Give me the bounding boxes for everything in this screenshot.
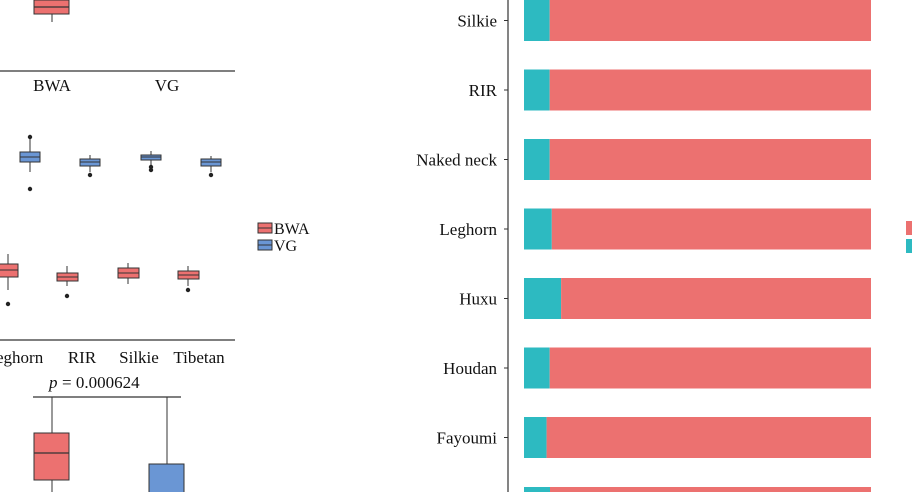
y-tick-label-rir: RIR	[469, 81, 498, 100]
bar-segment-fayoumi-0	[524, 417, 547, 458]
panel-right: Silkie RIR Naked neck Leghorn Huxu Houdan Fayo…	[416, 0, 912, 492]
bar-layer: Silkie RIR Naked neck Leghorn Huxu Houdan Fayo…	[416, 0, 871, 458]
p-value-text: = 0.000624	[62, 373, 140, 392]
tick-label-bwa: BWA	[33, 76, 72, 95]
outlier-point	[185, 287, 191, 293]
y-tick-label-leghorn: Leghorn	[439, 220, 497, 239]
outlier-point	[27, 186, 33, 192]
panel-bottom-left: p = 0.000624	[33, 373, 185, 492]
bar-segment-huxu-0	[524, 278, 562, 319]
y-tick-label-huxu: Huxu	[459, 290, 497, 309]
outlier-point	[5, 301, 11, 307]
bar-segment-houdan-0	[524, 347, 550, 389]
y-tick-label-fayoumi: Fayoumi	[437, 429, 498, 448]
bar-segment-huxu-1	[561, 278, 871, 319]
bar-segment-leghorn-0	[524, 208, 552, 250]
tick-label-rir: RIR	[68, 348, 97, 367]
bar-segment-rir-0	[524, 69, 550, 111]
legend-label-vg: VG	[274, 238, 298, 255]
bar-segment-houdan-1	[549, 347, 871, 389]
tick-label-tibetan: Tibetan	[173, 348, 225, 367]
outlier-point	[148, 167, 154, 173]
bar-segment-silkie-0	[524, 0, 550, 41]
legend: BWA VG	[257, 221, 310, 255]
bar-segment-leghorn-1	[551, 208, 871, 250]
legend-swatch-partial	[906, 221, 912, 235]
bar-segment-naked-neck-0	[524, 139, 550, 180]
outlier-point	[87, 172, 93, 178]
panel-top-left: BWA VG	[0, 0, 235, 95]
bar-segment-silkie-1	[549, 0, 871, 41]
box-bwa	[33, 432, 70, 481]
tick-label-silkie: Silkie	[119, 348, 159, 367]
panel-middle-left: eghorn RIR Silkie Tibetan BWA VG	[0, 134, 310, 367]
outlier-point	[64, 293, 70, 299]
tick-label-vg: VG	[155, 76, 180, 95]
bar-segment-partial	[550, 487, 871, 492]
bar-segment-naked-neck-1	[549, 139, 871, 180]
bar-segment-partial	[524, 487, 550, 492]
p-value-symbol: p	[48, 373, 58, 392]
bar-segment-fayoumi-1	[546, 417, 871, 458]
y-tick-label-naked-neck: Naked neck	[416, 151, 497, 170]
bar-segment-rir-1	[549, 69, 871, 111]
tick-label-leghorn: eghorn	[0, 348, 44, 367]
legend-label-bwa: BWA	[274, 221, 310, 238]
outlier-point	[208, 172, 214, 178]
legend-swatch-partial	[906, 239, 912, 253]
y-tick-label-houdan: Houdan	[443, 359, 497, 378]
box-vg	[148, 463, 185, 492]
outlier-point	[27, 134, 33, 140]
y-tick-label-silkie: Silkie	[457, 12, 497, 31]
